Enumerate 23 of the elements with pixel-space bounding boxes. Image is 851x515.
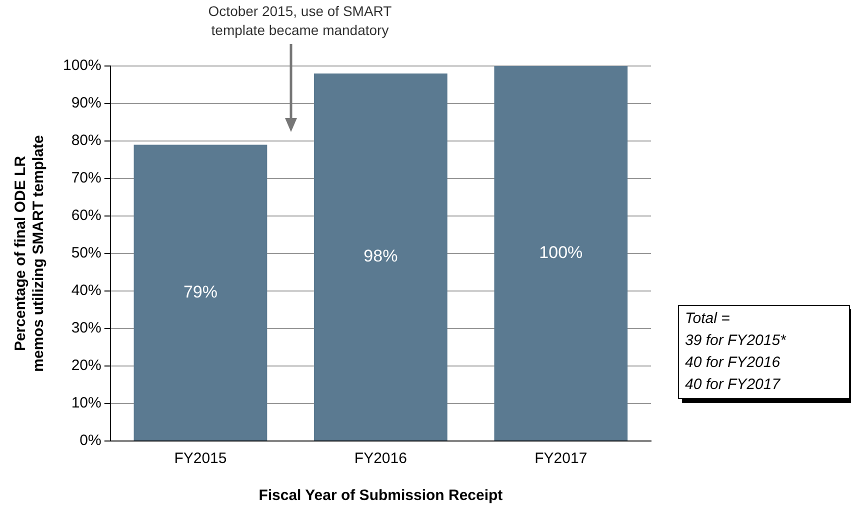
y-tick-label: 80%: [71, 132, 102, 150]
x-tick-label: FY2016: [354, 450, 407, 468]
text: October 2015, use of SMART template became mandatory: [207, 2, 393, 40]
y-axis-title: Percentage of final ODE LR memos utilizing SMART template: [12, 135, 48, 372]
y-tick-label: 20%: [71, 357, 102, 374]
data-label: 100%: [539, 242, 583, 262]
x-tick-label: FY2015: [174, 450, 227, 468]
y-tick-label: 90%: [71, 94, 102, 112]
y-tick-label: 30%: [71, 320, 102, 337]
y-tick-label: 100%: [62, 57, 102, 74]
x-axis-title: Fiscal Year of Submission Receipt: [258, 487, 503, 504]
y-tick-label: 10%: [71, 394, 102, 412]
data-label: 79%: [183, 282, 218, 302]
data-label: 98%: [364, 246, 398, 266]
y-tick-label: 70%: [71, 170, 102, 187]
y-tick-label: 50%: [71, 244, 102, 262]
y-tick-label: 0%: [80, 432, 102, 450]
y-tick-label: 40%: [71, 282, 102, 300]
y-tick-label: 60%: [71, 207, 102, 224]
bar: [314, 74, 448, 440]
bar: [494, 66, 628, 440]
bar: [134, 144, 268, 440]
x-tick-label: FY2017: [534, 450, 588, 468]
